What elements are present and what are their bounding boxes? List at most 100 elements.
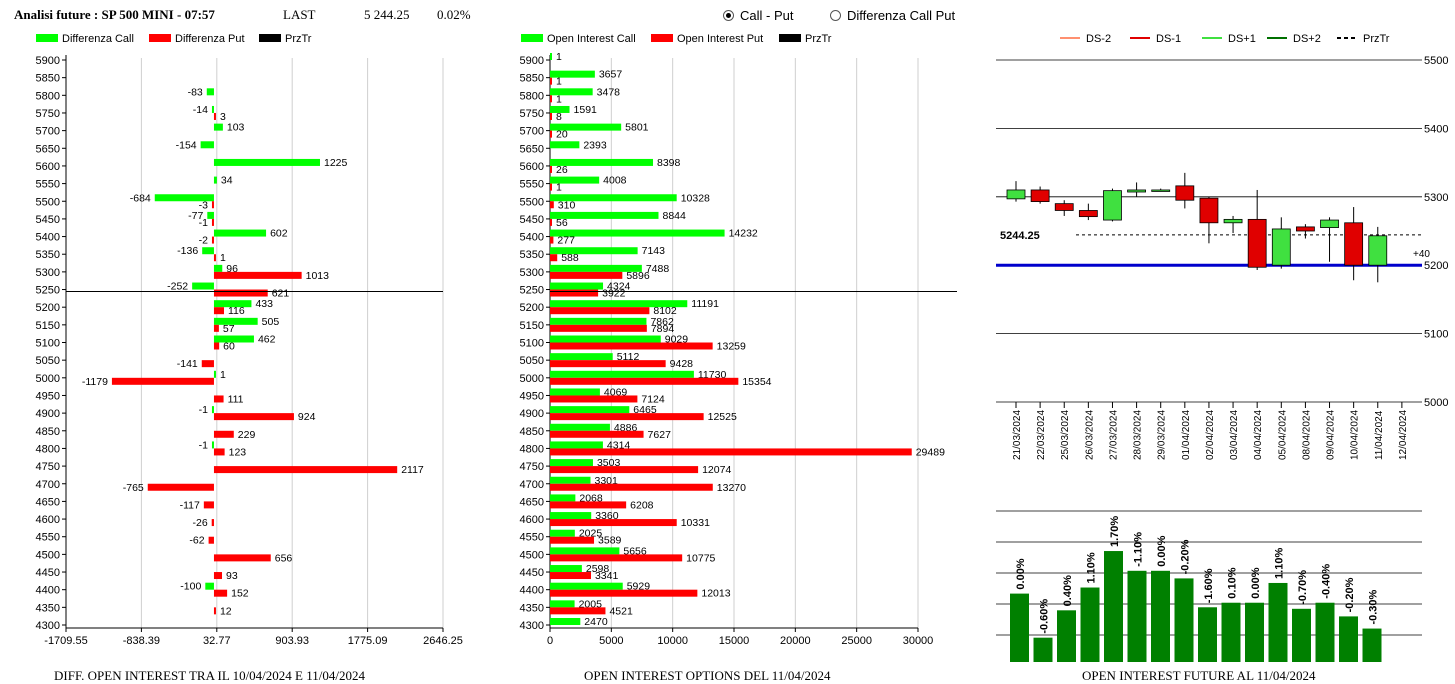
data-label: -0.20% bbox=[1344, 577, 1356, 612]
bar-call bbox=[550, 105, 570, 113]
data-label: -83 bbox=[188, 86, 203, 98]
candle-body bbox=[1247, 218, 1267, 268]
y-tick-label: 5400 bbox=[1424, 123, 1448, 135]
last-label: LAST bbox=[283, 7, 316, 22]
bar-put bbox=[550, 501, 627, 509]
data-label: -0.20% bbox=[1180, 539, 1192, 574]
data-label: 0.40% bbox=[1062, 575, 1074, 606]
bar-put bbox=[550, 289, 599, 297]
x-tick-label: 22/03/2024 bbox=[1036, 410, 1047, 460]
legend-label: PrzTr bbox=[805, 33, 832, 45]
data-label: 4324 bbox=[607, 281, 631, 293]
bar-call bbox=[550, 247, 638, 255]
data-label: -62 bbox=[189, 535, 204, 547]
bar-put bbox=[213, 466, 398, 474]
bar-call bbox=[550, 388, 600, 396]
y-tick-label: 5300 bbox=[36, 267, 60, 279]
bar-call bbox=[550, 317, 647, 325]
y-tick-label: 5450 bbox=[520, 214, 544, 226]
data-label: -1179 bbox=[82, 376, 108, 388]
candle-body bbox=[1054, 203, 1074, 211]
legend-swatch bbox=[521, 34, 543, 42]
candle-body bbox=[1271, 228, 1291, 266]
data-label: 7894 bbox=[651, 323, 675, 335]
data-label: 3657 bbox=[599, 69, 623, 81]
radio-call-put[interactable]: Call - Put bbox=[723, 8, 793, 23]
data-label: 12 bbox=[220, 605, 232, 617]
y-tick-label: 5300 bbox=[520, 267, 544, 279]
data-label: 1013 bbox=[306, 270, 330, 282]
data-label: 34 bbox=[221, 175, 233, 187]
data-label: 13270 bbox=[717, 482, 746, 494]
bar-put bbox=[201, 360, 214, 368]
data-label: 0.00% bbox=[1156, 535, 1168, 566]
data-label: 60 bbox=[223, 341, 235, 353]
data-label: 588 bbox=[561, 252, 579, 264]
bar-future bbox=[1315, 602, 1335, 662]
data-label: 7488 bbox=[646, 263, 670, 275]
data-label: -1.60% bbox=[1203, 568, 1215, 603]
data-label: 1.10% bbox=[1274, 548, 1286, 579]
bar-call bbox=[200, 141, 214, 149]
y-tick-label: 5450 bbox=[36, 214, 60, 226]
data-label: 277 bbox=[557, 235, 575, 247]
price-label: 5244.25 bbox=[1000, 230, 1040, 242]
bar-call bbox=[550, 476, 591, 484]
x-tick-label: 25000 bbox=[841, 635, 872, 647]
data-label: 3341 bbox=[595, 570, 619, 582]
bar-call bbox=[550, 53, 552, 60]
candle-body bbox=[1103, 190, 1122, 221]
y-tick-label: 4850 bbox=[36, 426, 60, 438]
y-tick-label: 5350 bbox=[36, 249, 60, 261]
bar-put bbox=[211, 201, 214, 209]
candle-body bbox=[1175, 185, 1195, 201]
bar-call bbox=[213, 317, 258, 325]
bar-put bbox=[211, 519, 214, 527]
bar-future bbox=[1151, 570, 1170, 662]
data-label: 5896 bbox=[626, 270, 650, 282]
radio-call-put-indicator[interactable] bbox=[723, 10, 734, 21]
data-label: 4008 bbox=[603, 175, 627, 187]
data-label: 229 bbox=[238, 429, 256, 441]
data-label: 310 bbox=[558, 199, 576, 211]
candle-body bbox=[1006, 189, 1026, 200]
radio-call-put-label: Call - Put bbox=[740, 8, 794, 23]
bar-future bbox=[1127, 570, 1147, 662]
data-label: 2470 bbox=[584, 616, 608, 628]
data-label: 6208 bbox=[630, 499, 654, 511]
radio-differenza-indicator[interactable] bbox=[830, 10, 841, 21]
x-tick-label: 30000 bbox=[903, 635, 934, 647]
data-label: -2 bbox=[199, 235, 208, 247]
y-tick-label: 5250 bbox=[36, 285, 60, 297]
last-change: 0.02% bbox=[437, 7, 471, 22]
bar-put bbox=[213, 112, 216, 120]
candle-body bbox=[1368, 235, 1388, 266]
bar-future bbox=[1057, 610, 1076, 662]
candle-body bbox=[1078, 210, 1098, 218]
radio-differenza-call-put[interactable]: Differenza Call Put bbox=[830, 8, 955, 23]
bar-put bbox=[550, 95, 552, 103]
data-label: -1 bbox=[199, 404, 208, 416]
bar-call bbox=[550, 353, 613, 361]
data-label: 11191 bbox=[691, 298, 719, 310]
y-tick-label: 5800 bbox=[520, 90, 544, 102]
data-label: 103 bbox=[227, 122, 245, 134]
data-label: 13259 bbox=[717, 341, 746, 353]
bar-put bbox=[550, 395, 638, 403]
data-label: -154 bbox=[176, 139, 197, 151]
candle-body bbox=[1344, 222, 1364, 266]
y-tick-label: 4450 bbox=[520, 567, 544, 579]
y-tick-label: 5000 bbox=[36, 373, 60, 385]
data-label: 29489 bbox=[916, 446, 945, 458]
y-tick-label: 5350 bbox=[520, 249, 544, 261]
bar-call bbox=[550, 494, 576, 502]
bar-call bbox=[213, 176, 217, 184]
legend-label: Differenza Call bbox=[62, 33, 134, 45]
bar-put bbox=[550, 483, 713, 491]
bar-put bbox=[550, 201, 554, 209]
bar-put bbox=[213, 554, 271, 562]
bar-call bbox=[211, 441, 214, 449]
y-tick-label: 5650 bbox=[520, 143, 544, 155]
data-label: 3478 bbox=[597, 86, 621, 98]
bar-put bbox=[550, 413, 704, 421]
